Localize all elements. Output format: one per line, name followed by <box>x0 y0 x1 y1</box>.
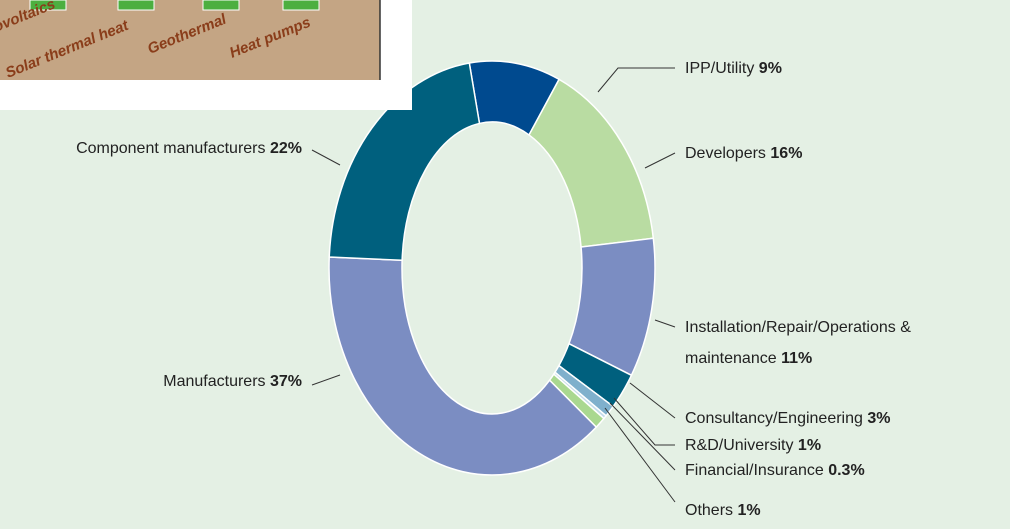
value-label: 1% <box>797 437 822 454</box>
value-label: 22% <box>269 140 302 157</box>
category-label: Financial/Insurance <box>685 462 824 479</box>
segment-label: R&D/University 1% <box>685 430 821 461</box>
segment-label: Manufacturers 37% <box>163 366 302 397</box>
category-label: Others <box>685 502 734 519</box>
category-label: Manufacturers <box>163 373 266 390</box>
category-label: Consultancy/Engineering <box>685 410 863 427</box>
leader-line <box>597 67 675 93</box>
value-label: 11% <box>781 350 813 367</box>
leader-line <box>654 319 676 328</box>
donut-segment <box>328 62 481 262</box>
legend-swatch <box>202 0 240 11</box>
value-label: 16% <box>770 145 803 162</box>
donut-segment <box>528 78 655 248</box>
legend-swatch <box>29 0 67 11</box>
segment-label: Installation/Repair/Operations & mainten… <box>685 312 935 374</box>
value-label: 9% <box>758 60 782 77</box>
leader-line <box>609 402 676 471</box>
legend-swatch <box>282 0 320 11</box>
value-label: 0.3% <box>828 462 865 479</box>
category-label: Developers <box>685 145 766 162</box>
value-label: 3% <box>867 410 891 427</box>
overlay-panel <box>0 0 380 80</box>
category-label: Component manufacturers <box>76 140 266 157</box>
segment-label: Consultancy/Engineering 3% <box>685 403 890 434</box>
legend-swatch <box>117 0 155 11</box>
value-label: 1% <box>737 502 761 519</box>
category-label: IPP/Utility <box>685 60 755 77</box>
leader-line <box>613 397 675 446</box>
leader-line <box>311 374 341 386</box>
segment-label: IPP/Utility 9% <box>685 53 782 84</box>
segment-label: Component manufacturers 22% <box>76 133 302 164</box>
category-label: R&D/University <box>685 437 794 454</box>
leader-line <box>311 149 341 166</box>
segment-label: Developers 16% <box>685 138 802 169</box>
segment-label: Financial/Insurance 0.3% <box>685 455 865 486</box>
value-label: 37% <box>269 373 302 390</box>
leader-line <box>604 407 676 503</box>
leader-line <box>629 382 676 419</box>
donut-segment <box>328 256 598 476</box>
overlay: ovoltaics Solar thermal heat Geothermal … <box>0 0 412 110</box>
leader-line <box>644 152 676 169</box>
category-label: Installation/Repair/Operations & mainten… <box>685 319 911 367</box>
segment-label: Others 1% <box>685 495 761 526</box>
